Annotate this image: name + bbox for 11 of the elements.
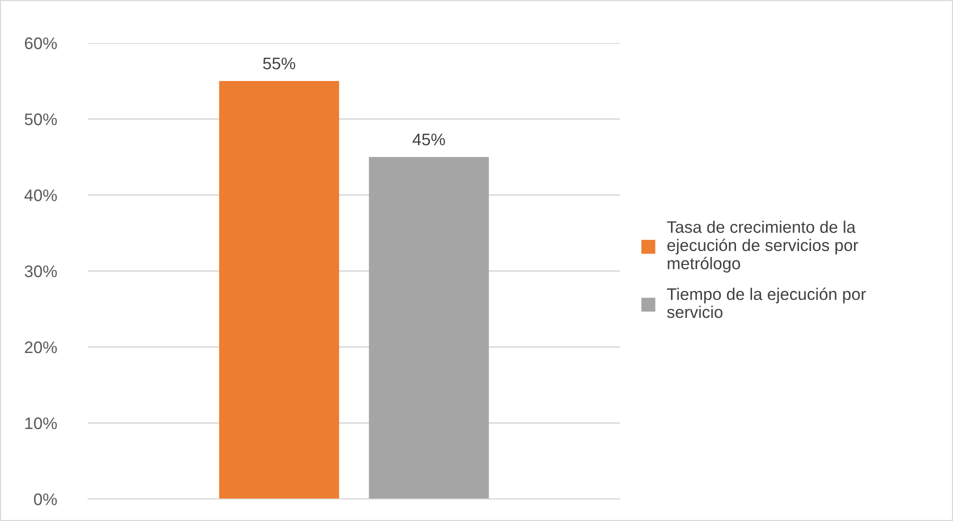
y-tick-label: 10% bbox=[25, 417, 57, 430]
y-tick-label: 0% bbox=[34, 493, 57, 506]
y-tick-label: 40% bbox=[24, 189, 57, 202]
y-tick-label: 50% bbox=[24, 113, 57, 126]
y-tick-label: 30% bbox=[24, 265, 57, 278]
y-tick-label: 60% bbox=[24, 37, 57, 50]
y-tick-label: 20% bbox=[24, 341, 57, 354]
data-label: 55% bbox=[263, 58, 296, 70]
legend-label: Tasa de crecimiento de la ejecución de servicios por metrólogo bbox=[667, 220, 858, 273]
data-label: 45% bbox=[412, 134, 445, 146]
legend-label: Tiempo de la ejecución por servicio bbox=[667, 288, 866, 318]
